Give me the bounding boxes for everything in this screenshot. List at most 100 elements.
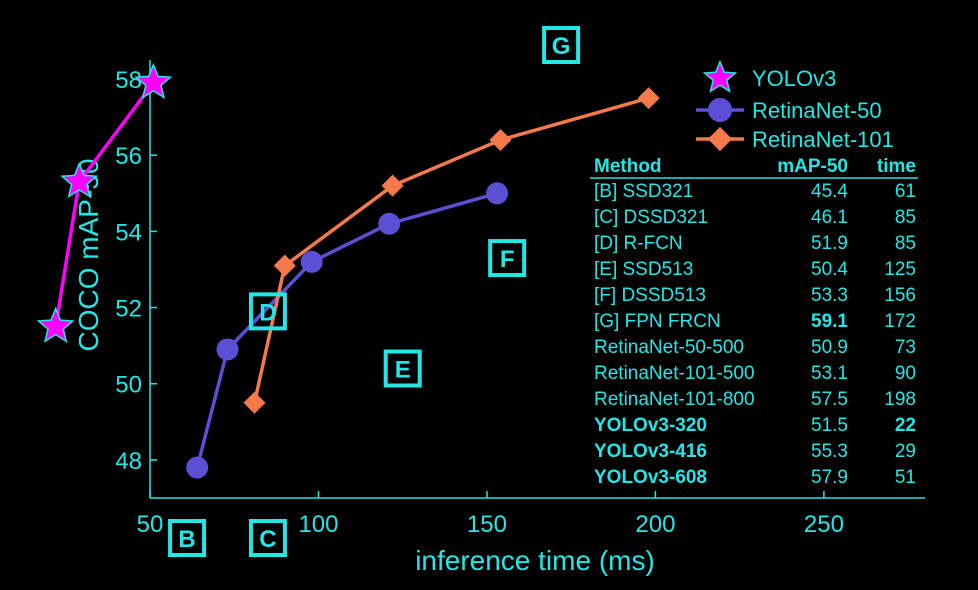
results-table: Method mAP-50 time [B] SSD321 45.4 61 [C] DSSD… xyxy=(590,156,918,488)
table-cell-method: [D] R-FCN xyxy=(594,233,683,254)
data-point xyxy=(378,212,401,235)
table-cell-map: 53.3 xyxy=(811,285,848,306)
method-box-letter: C xyxy=(259,526,276,553)
x-tick-label: 200 xyxy=(635,511,675,538)
table-cell-map: 45.4 xyxy=(811,181,848,202)
legend-item-yolov3: YOLOv3 xyxy=(702,59,836,93)
table-row: [G] FPN FRCN 59.1 172 xyxy=(594,311,916,332)
table-cell-method: [E] SSD513 xyxy=(594,259,693,280)
table-cell-time: 172 xyxy=(884,311,916,332)
table-cell-method: [C] DSSD321 xyxy=(594,207,708,228)
y-tick-label: 58 xyxy=(115,67,142,94)
table-cell-method: YOLOv3-416 xyxy=(594,441,707,462)
data-point xyxy=(134,62,173,99)
table-cell-method: YOLOv3-320 xyxy=(594,415,707,436)
y-ticks: 48 50 52 54 56 58 xyxy=(115,67,157,475)
series-line xyxy=(53,81,155,327)
legend-label: YOLOv3 xyxy=(752,66,836,91)
table-cell-map: 59.1 xyxy=(811,311,848,332)
series-retinanet-50 xyxy=(186,182,509,479)
table-cell-method: [F] DSSD513 xyxy=(594,285,706,306)
table-cell-time: 51 xyxy=(895,467,916,488)
x-tick-label: 250 xyxy=(804,511,844,538)
data-point xyxy=(489,128,512,151)
x-tick-label: 50 xyxy=(137,511,164,538)
table-cell-method: RetinaNet-101-500 xyxy=(594,363,755,384)
data-point xyxy=(243,391,266,414)
series-yolov3 xyxy=(36,62,173,343)
method-box-frame xyxy=(488,239,527,278)
table-header: Method xyxy=(594,156,662,177)
table-cell-time: 85 xyxy=(895,207,916,228)
table-row: [F] DSSD513 53.3 156 xyxy=(594,285,916,306)
table-cell-map: 53.1 xyxy=(811,363,848,384)
table-cell-method: YOLOv3-608 xyxy=(594,467,707,488)
method-box-d: D xyxy=(248,292,287,331)
table-row: YOLOv3-608 57.9 51 xyxy=(594,467,916,488)
table-cell-time: 198 xyxy=(884,389,916,410)
series-line xyxy=(195,191,498,468)
table-cell-method: [G] FPN FRCN xyxy=(594,311,721,332)
method-box-frame xyxy=(248,519,287,557)
method-box-c: C xyxy=(248,519,287,557)
x-ticks: 50 100 150 200 250 xyxy=(137,491,844,538)
method-box-letter: B xyxy=(178,526,195,553)
legend-item-retinanet-101: RetinaNet-101 xyxy=(696,126,894,152)
table-cell-time: 85 xyxy=(895,233,916,254)
legend: YOLOv3 RetinaNet-50 RetinaNet-101 xyxy=(696,59,894,152)
y-tick-label: 52 xyxy=(115,296,142,323)
legend-label: RetinaNet-101 xyxy=(752,127,894,152)
table-row: YOLOv3-320 51.5 22 xyxy=(594,415,916,436)
method-box-letter: G xyxy=(552,33,571,60)
table-cell-time: 156 xyxy=(884,285,916,306)
table-cell-time: 22 xyxy=(895,415,916,436)
table-cell-map: 57.9 xyxy=(811,467,848,488)
data-point xyxy=(60,161,99,198)
series-layer xyxy=(36,62,660,479)
table-cell-map: 50.9 xyxy=(811,337,848,358)
method-box-letter: F xyxy=(500,246,515,273)
data-point xyxy=(186,456,209,479)
x-tick-label: 100 xyxy=(298,511,338,538)
series-line xyxy=(252,96,650,404)
table-row: [E] SSD513 50.4 125 xyxy=(594,259,916,280)
table-cell-map: 51.5 xyxy=(811,415,848,436)
axes xyxy=(149,60,925,499)
legend-label: RetinaNet-50 xyxy=(752,98,882,123)
method-box-frame xyxy=(542,26,581,64)
table-row: [C] DSSD321 46.1 85 xyxy=(594,207,916,228)
legend-marker xyxy=(707,126,733,152)
method-box-f: F xyxy=(488,239,527,278)
method-box-letter: E xyxy=(395,357,411,384)
table-row: RetinaNet-101-800 57.5 198 xyxy=(594,389,916,410)
y-tick-label: 48 xyxy=(115,448,142,475)
data-point xyxy=(36,306,75,343)
legend-item-retinanet-50: RetinaNet-50 xyxy=(696,97,882,123)
legend-marker xyxy=(702,59,738,93)
table-cell-map: 46.1 xyxy=(811,207,848,228)
method-box-frame xyxy=(383,349,422,388)
table-cell-time: 61 xyxy=(895,181,916,202)
data-point xyxy=(637,87,660,110)
y-tick-label: 54 xyxy=(115,219,142,246)
table-cell-map: 55.3 xyxy=(811,441,848,462)
method-box-e: E xyxy=(383,349,422,388)
y-tick-label: 50 xyxy=(115,372,142,399)
table-cell-method: RetinaNet-50-500 xyxy=(594,337,744,358)
table-cell-time: 73 xyxy=(895,337,916,358)
x-tick-label: 150 xyxy=(467,511,507,538)
table-header: time xyxy=(877,156,916,177)
table-cell-time: 29 xyxy=(895,441,916,462)
method-box-b: B xyxy=(168,519,207,557)
series-retinanet-101 xyxy=(243,87,660,414)
table-row: [B] SSD321 45.4 61 xyxy=(594,181,916,202)
method-box-frame xyxy=(248,292,287,331)
table-cell-method: RetinaNet-101-800 xyxy=(594,389,755,410)
y-tick-label: 56 xyxy=(115,143,142,170)
table-header: mAP-50 xyxy=(777,156,848,177)
table-row: RetinaNet-50-500 50.9 73 xyxy=(594,337,916,358)
table-cell-map: 51.9 xyxy=(811,233,848,254)
legend-marker xyxy=(707,97,733,123)
table-cell-map: 50.4 xyxy=(811,259,848,280)
table-row: RetinaNet-101-500 53.1 90 xyxy=(594,363,916,384)
